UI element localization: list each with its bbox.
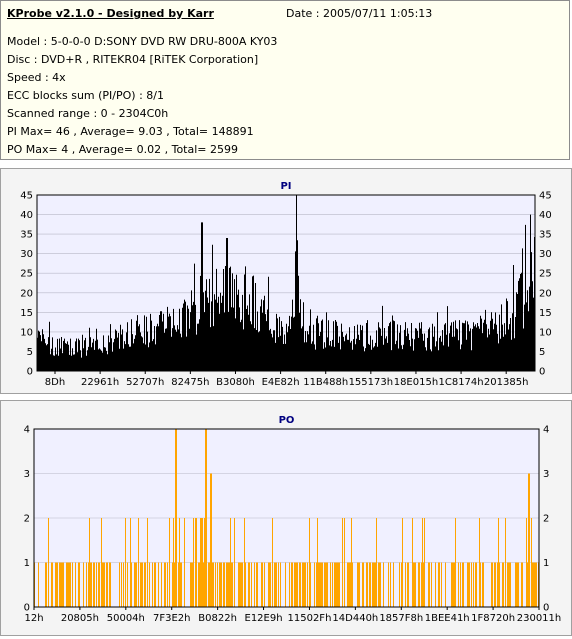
y-tick-label-right: 30 [539, 249, 552, 260]
x-tick-label: 12h [24, 613, 43, 624]
y-tick-label-left: 4 [24, 425, 30, 436]
plot-frame [33, 428, 540, 608]
scan-date: Date : 2005/07/11 1:05:13 [286, 7, 433, 20]
x-tick-label: 11502Fh [288, 613, 332, 624]
x-tick-label: 20805h [61, 613, 99, 624]
y-tick-label-right: 3 [543, 469, 549, 480]
y-tick-label-right: 20 [539, 288, 552, 299]
x-tick-label: 22961h [81, 377, 119, 388]
x-tick-label: 52707h [126, 377, 164, 388]
y-tick-label-left: 30 [20, 249, 33, 260]
pi-stats-line: PI Max= 46 , Average= 9.03 , Total= 1488… [7, 125, 254, 138]
y-tick-label-left: 35 [20, 230, 33, 241]
x-tick-label: 82475h [171, 377, 209, 388]
po-chart-panel: PO 0 0 1 1 2 2 3 3 4 4 12h 20805h 50004h 7F3E2h B0822h E… [0, 400, 572, 636]
x-tick-label: 1C8174h [438, 377, 483, 388]
y-tick-label-left: 40 [20, 210, 33, 221]
model-line: Model : 5-0-0-0 D:SONY DVD RW DRU-800A K… [7, 35, 278, 48]
chart-title: PI [280, 181, 291, 192]
ecc-line: ECC blocks sum (PI/PO) : 8/1 [7, 89, 164, 102]
y-tick-label-right: 45 [539, 191, 552, 202]
y-tick-label-left: 10 [20, 327, 33, 338]
x-tick-label: 1F8720h [471, 613, 515, 624]
plot-frame [36, 194, 536, 372]
x-tick-label: E4E82h [262, 377, 300, 388]
y-tick-label-left: 20 [20, 288, 33, 299]
x-tick-label: 155173h [349, 377, 394, 388]
x-tick-label: E12E9h [245, 613, 283, 624]
x-tick-label: B3080h [216, 377, 255, 388]
y-tick-label-right: 4 [543, 425, 549, 436]
y-tick-label-left: 0 [24, 603, 30, 614]
x-tick-label: B0822h [198, 613, 237, 624]
y-tick-label-right: 1 [543, 558, 549, 569]
y-tick-label-right: 40 [539, 210, 552, 221]
po-stats-line: PO Max= 4 , Average= 0.02 , Total= 2599 [7, 143, 238, 156]
speed-line: Speed : 4x [7, 71, 66, 84]
y-tick-label-left: 15 [20, 308, 33, 319]
y-tick-label-right: 15 [539, 308, 552, 319]
x-tick-label: 1857F8h [379, 613, 423, 624]
y-tick-label-right: 5 [539, 347, 545, 358]
y-tick-label-left: 0 [27, 367, 33, 378]
y-tick-label-left: 5 [27, 347, 33, 358]
y-tick-label-right: 0 [543, 603, 549, 614]
range-line: Scanned range : 0 - 2304C0h [7, 107, 169, 120]
app-title: KProbe v2.1.0 - Designed by Karr [7, 7, 214, 20]
x-tick-label: 11B488h [303, 377, 348, 388]
x-tick-label: 230011h [517, 613, 562, 624]
y-tick-label-right: 2 [543, 514, 549, 525]
y-tick-label-left: 1 [24, 558, 30, 569]
x-tick-label: 14D440h [332, 613, 378, 624]
po-chart: PO 0 0 1 1 2 2 3 3 4 4 12h 20805h 50004h 7F3E2h B0822h E… [24, 415, 562, 624]
y-tick-label-left: 45 [20, 191, 33, 202]
chart-title: PO [279, 415, 295, 426]
x-tick-label: 8Dh [45, 377, 65, 388]
pi-chart-panel: PI 0 0 5 5 10 10 15 15 20 20 25 25 30 30 35 35 40 40 45 45 8D… [0, 168, 572, 394]
x-tick-label: 7F3E2h [153, 613, 191, 624]
y-tick-label-right: 10 [539, 327, 552, 338]
y-tick-label-left: 25 [20, 269, 33, 280]
x-tick-label: 18E015h [394, 377, 438, 388]
x-tick-label: 201385h [484, 377, 529, 388]
y-tick-label-left: 3 [24, 469, 30, 480]
y-tick-label-right: 35 [539, 230, 552, 241]
x-tick-label: 1BEE41h [425, 613, 470, 624]
pi-chart: PI 0 0 5 5 10 10 15 15 20 20 25 25 30 30 35 35 40 40 45 45 8D… [20, 181, 552, 388]
y-tick-label-left: 2 [24, 514, 30, 525]
info-panel: KProbe v2.1.0 - Designed by Karr Date : … [0, 0, 570, 160]
y-tick-label-right: 0 [539, 367, 545, 378]
y-tick-label-right: 25 [539, 269, 552, 280]
x-tick-label: 50004h [107, 613, 145, 624]
disc-line: Disc : DVD+R , RITEKR04 [RiTEK Corporati… [7, 53, 259, 66]
